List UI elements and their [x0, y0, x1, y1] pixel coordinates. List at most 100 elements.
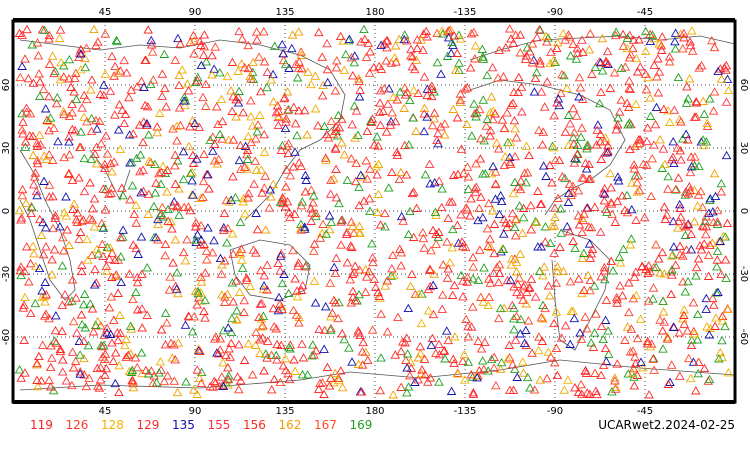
station-triangle [251, 248, 261, 257]
station-triangle [309, 350, 319, 359]
station-triangle [453, 169, 463, 179]
station-triangle [254, 110, 265, 119]
station-triangle [642, 339, 653, 348]
station-triangle [622, 190, 632, 200]
station-triangle [590, 202, 600, 211]
station-triangle [285, 344, 295, 353]
station-triangle [350, 133, 360, 142]
station-triangle [400, 83, 410, 92]
station-triangle [674, 328, 685, 337]
station-triangle [552, 266, 562, 276]
station-triangle [514, 201, 525, 210]
station-triangle [504, 340, 515, 349]
station-triangle [19, 266, 30, 276]
station-triangle [691, 271, 701, 280]
station-triangle [79, 186, 90, 196]
station-triangle [484, 198, 494, 208]
station-triangle [607, 386, 617, 396]
station-triangle [502, 275, 513, 285]
station-triangle [102, 323, 112, 333]
station-triangle [550, 203, 560, 212]
station-triangle [394, 174, 405, 184]
station-triangle [675, 241, 685, 250]
station-triangle [25, 108, 36, 118]
station-triangle [423, 377, 433, 386]
station-triangle [405, 206, 415, 216]
station-triangle [17, 184, 28, 194]
station-triangle [691, 96, 701, 106]
station-triangle [15, 72, 26, 82]
station-triangle [290, 209, 300, 218]
station-triangle [587, 244, 598, 253]
station-triangle [237, 263, 248, 272]
station-triangle [162, 371, 173, 380]
station-triangle [476, 192, 486, 201]
station-triangle [48, 191, 58, 201]
station-triangle [318, 80, 328, 90]
station-triangle [603, 349, 614, 358]
station-triangle [289, 102, 299, 111]
station-triangle [288, 245, 298, 255]
station-triangle [96, 321, 106, 330]
station-triangle [387, 107, 397, 117]
station-triangle [310, 71, 321, 80]
station-triangle [142, 120, 152, 130]
station-triangle [527, 39, 538, 48]
station-triangle [634, 35, 644, 44]
station-triangle [529, 385, 540, 394]
station-triangle [152, 122, 162, 131]
station-triangle [485, 242, 496, 252]
station-triangle [658, 307, 669, 316]
station-triangle [617, 191, 628, 200]
station-triangle [485, 131, 495, 140]
station-triangle [442, 237, 452, 246]
lon-tick-label-top: 180 [365, 7, 384, 18]
station-triangle [521, 141, 532, 150]
station-triangle [613, 176, 624, 185]
station-triangle [667, 265, 677, 274]
station-triangle [228, 135, 239, 144]
legend: 119 126 128 129 135 155 156 162 167 169 [30, 418, 372, 432]
station-triangle [137, 323, 147, 332]
station-triangle [16, 270, 26, 280]
station-triangle [199, 149, 209, 159]
station-triangle [58, 246, 69, 255]
station-triangle [401, 355, 411, 364]
station-triangle [457, 237, 467, 246]
station-triangle [670, 260, 681, 269]
station-triangle [596, 321, 607, 331]
station-triangle [187, 167, 197, 177]
station-triangle [277, 39, 287, 49]
station-triangle [427, 120, 438, 130]
station-triangle [372, 170, 382, 179]
station-triangle [681, 129, 691, 138]
station-triangle [142, 262, 152, 272]
station-triangle [512, 372, 522, 381]
station-triangle [509, 303, 519, 312]
station-triangle [549, 248, 559, 257]
station-triangle [560, 320, 571, 330]
station-triangle [135, 166, 145, 176]
station-triangle [491, 380, 501, 390]
station-triangle [55, 346, 66, 356]
station-triangle [86, 113, 97, 123]
station-triangle [437, 26, 447, 35]
station-triangle [180, 255, 191, 265]
station-triangle [293, 261, 303, 270]
station-triangle [133, 249, 143, 258]
lon-tick-label-bottom: 90 [189, 406, 202, 417]
station-triangle [591, 386, 601, 395]
station-triangle [203, 223, 213, 232]
station-triangle [136, 187, 146, 197]
station-triangle [455, 34, 466, 43]
lat-tick-label-right: -60 [738, 329, 749, 345]
station-triangle [207, 50, 217, 60]
station-triangle [637, 262, 647, 271]
station-triangle [674, 199, 685, 209]
station-triangle [432, 135, 442, 145]
station-triangle [243, 63, 254, 73]
station-triangle [572, 149, 582, 159]
station-triangle [255, 265, 266, 275]
station-triangle [45, 113, 56, 122]
station-triangle [67, 108, 78, 117]
